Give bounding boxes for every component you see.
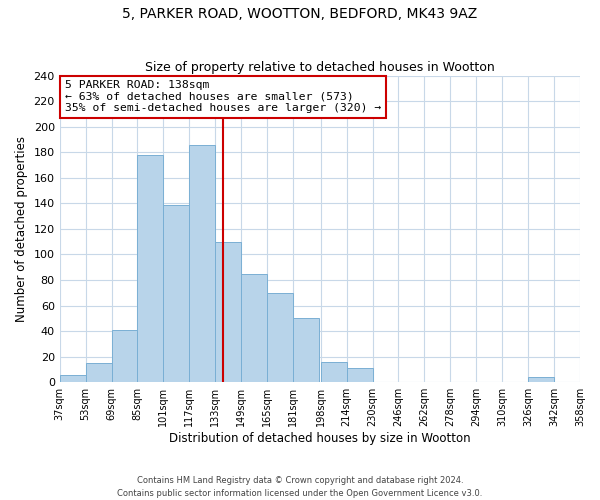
Text: 5, PARKER ROAD, WOOTTON, BEDFORD, MK43 9AZ: 5, PARKER ROAD, WOOTTON, BEDFORD, MK43 9… — [122, 8, 478, 22]
Bar — [267, 293, 293, 382]
Bar — [59, 374, 86, 382]
Bar — [528, 377, 554, 382]
Bar — [215, 242, 241, 382]
Title: Size of property relative to detached houses in Wootton: Size of property relative to detached ho… — [145, 62, 495, 74]
Bar — [320, 362, 347, 382]
Bar — [137, 155, 163, 382]
Y-axis label: Number of detached properties: Number of detached properties — [15, 136, 28, 322]
Text: 5 PARKER ROAD: 138sqm
← 63% of detached houses are smaller (573)
35% of semi-det: 5 PARKER ROAD: 138sqm ← 63% of detached … — [65, 80, 381, 114]
Text: Contains HM Land Registry data © Crown copyright and database right 2024.
Contai: Contains HM Land Registry data © Crown c… — [118, 476, 482, 498]
Bar — [241, 274, 267, 382]
Bar — [293, 318, 319, 382]
Bar — [190, 144, 215, 382]
Bar — [112, 330, 137, 382]
X-axis label: Distribution of detached houses by size in Wootton: Distribution of detached houses by size … — [169, 432, 470, 445]
Bar — [163, 204, 190, 382]
Bar — [347, 368, 373, 382]
Bar — [86, 363, 112, 382]
